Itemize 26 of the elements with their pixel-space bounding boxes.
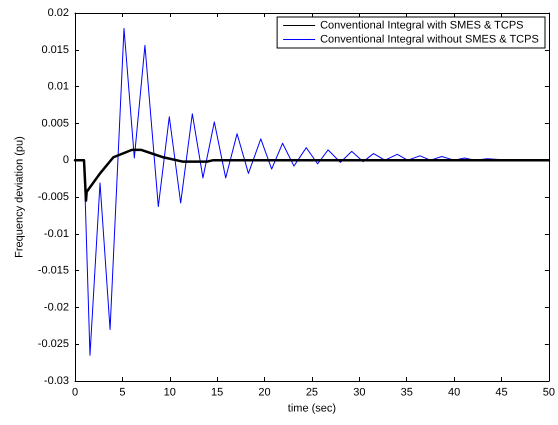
y-tick-label: -0.015 [38,264,69,277]
y-axis-title: Frequency deviation (pu) [14,136,26,258]
y-tick-label: 0 [62,154,69,166]
y-tick-label: 0.01 [48,80,69,93]
y-tick-label: -0.02 [44,301,69,314]
y-tick-label: 0.015 [41,44,69,56]
y-tick-label: -0.005 [38,191,69,203]
x-tick-label: 40 [448,386,460,398]
x-tick-label: 20 [258,386,271,398]
x-tick-label: 30 [353,386,366,398]
x-axis-title: time (sec) [288,402,336,414]
x-tick-label: 0 [72,386,78,398]
legend-label: Conventional Integral with SMES & TCPS [320,20,524,32]
y-tick-label: 0.005 [41,117,69,130]
x-tick-label: 15 [211,386,224,398]
x-tick-label: 5 [119,386,126,398]
x-tick-label: 35 [400,386,413,398]
x-tick-label: 25 [306,386,318,398]
y-tick-label: -0.01 [44,228,69,240]
y-tick-label: 0.02 [48,7,69,19]
y-tick-label: -0.03 [44,375,69,387]
y-tick-label: -0.025 [38,338,69,350]
legend-label: Conventional Integral without SMES & TCPS [320,34,539,46]
x-tick-label: 50 [542,386,556,398]
x-tick-label: 10 [164,386,176,398]
x-tick-label: 45 [495,386,508,398]
